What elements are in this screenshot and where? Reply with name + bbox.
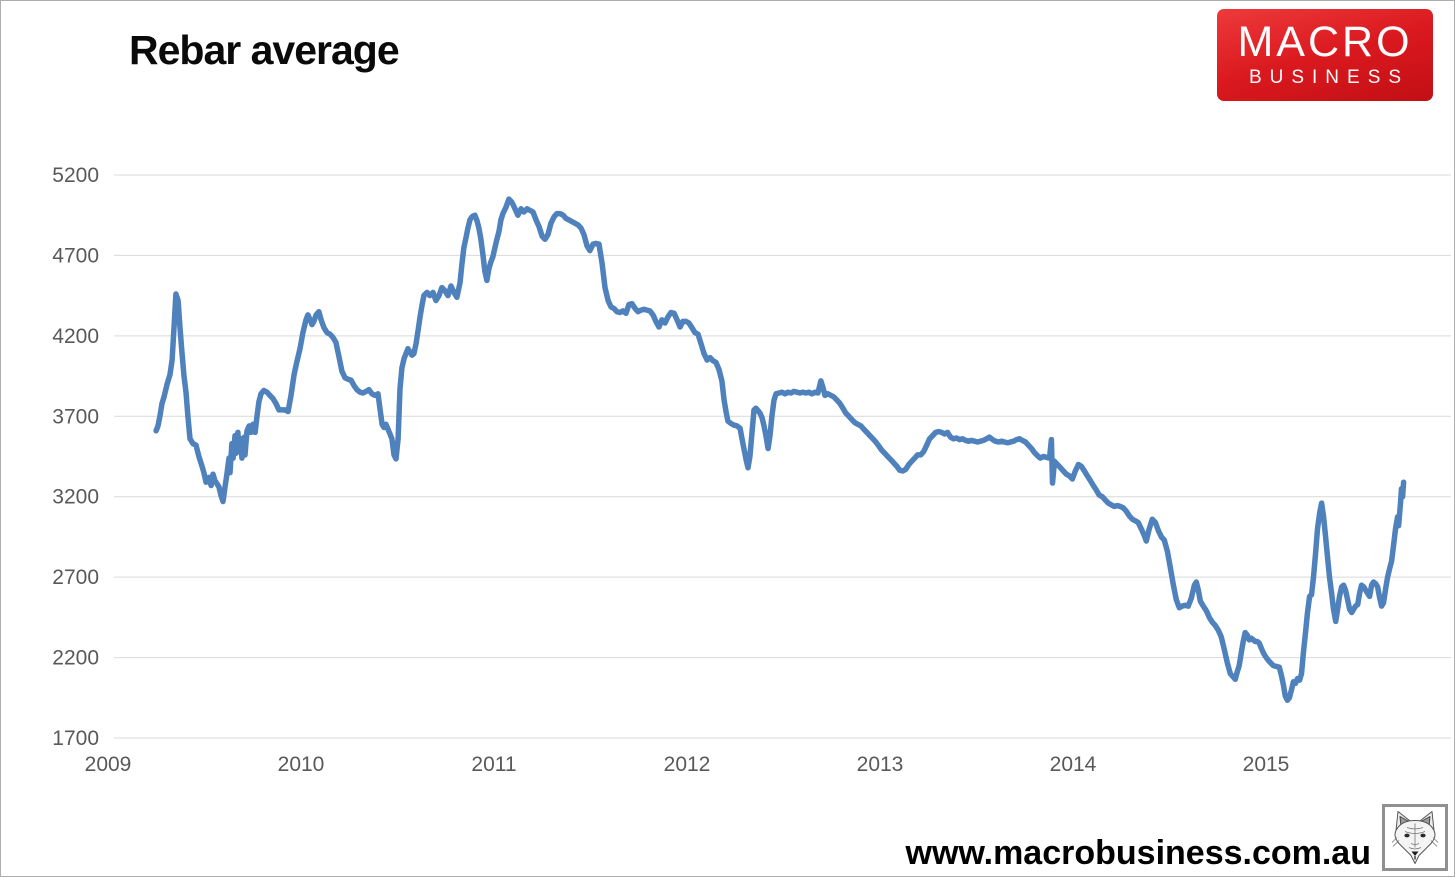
- logo-text-macro: MACRO: [1237, 18, 1413, 66]
- y-axis-tick-label: 1700: [52, 727, 99, 750]
- rebar-price-line: [153, 196, 1407, 703]
- y-axis-tick-label: 3200: [52, 486, 99, 509]
- y-axis-tick-label: 2700: [52, 566, 99, 589]
- x-axis-tick-label: 2009: [85, 753, 132, 776]
- logo-text-business: BUSINESS: [1248, 67, 1410, 88]
- y-axis-tick-label: 4700: [52, 244, 99, 267]
- x-axis-tick-label: 2015: [1243, 753, 1290, 776]
- x-axis-tick-label: 2010: [278, 753, 325, 776]
- footer-url: www.macrobusiness.com.au: [905, 834, 1371, 872]
- y-axis-tick-label: 4200: [52, 325, 99, 348]
- page-title: Rebar average: [129, 27, 400, 73]
- y-axis-tick-label: 5200: [52, 164, 99, 187]
- x-axis-tick-label: 2012: [664, 753, 711, 776]
- macrobusiness-logo: MACRO BUSINESS: [1217, 9, 1433, 101]
- y-axis-tick-label: 3700: [52, 405, 99, 428]
- y-axis-tick-label: 2200: [52, 647, 99, 670]
- x-axis-tick-label: 2011: [471, 753, 516, 776]
- x-axis-tick-label: 2013: [857, 753, 904, 776]
- fox-logo-icon: [1382, 804, 1448, 871]
- x-axis-tick-label: 2014: [1050, 753, 1097, 776]
